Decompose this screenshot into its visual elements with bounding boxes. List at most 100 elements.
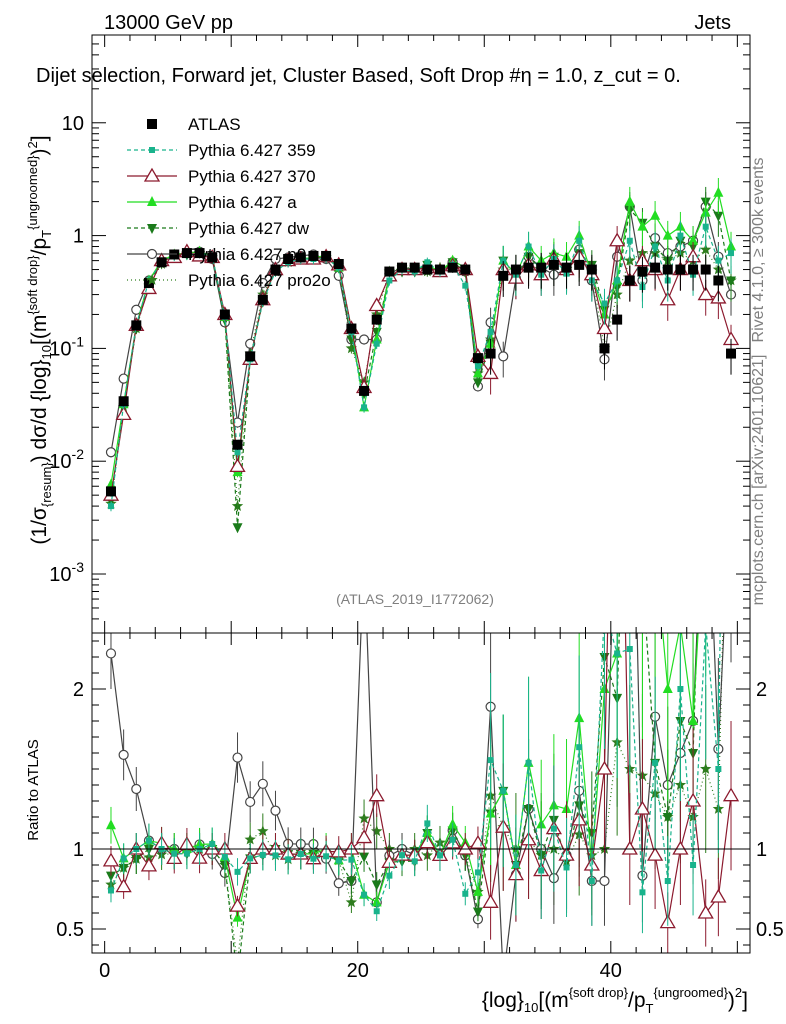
legend-label: Pythia 6.427 359 bbox=[188, 141, 316, 160]
data-point bbox=[232, 523, 243, 534]
data-point bbox=[586, 264, 597, 275]
data-point bbox=[424, 259, 431, 266]
ratio-point bbox=[576, 744, 583, 751]
ratio-point bbox=[499, 974, 508, 983]
ratio-point bbox=[335, 857, 342, 864]
ratio-point bbox=[512, 862, 519, 868]
ratio-point bbox=[675, 619, 685, 629]
data-point bbox=[232, 439, 243, 450]
data-point bbox=[624, 275, 635, 286]
ratio-point bbox=[171, 850, 178, 857]
ratio-point bbox=[259, 851, 266, 858]
data-point bbox=[371, 327, 382, 338]
ratio-point bbox=[487, 757, 494, 764]
ratio-point bbox=[118, 749, 129, 760]
ratio-line bbox=[110, 633, 699, 918]
data-point bbox=[525, 243, 532, 250]
data-point bbox=[472, 378, 483, 389]
legend-label: Pythia 6.427 pro2o bbox=[188, 271, 331, 290]
ratio-point bbox=[355, 829, 373, 844]
data-point bbox=[498, 351, 509, 362]
ratio-point bbox=[701, 365, 711, 375]
data-point bbox=[231, 500, 244, 511]
ratio-point bbox=[424, 820, 431, 827]
data-point bbox=[371, 314, 382, 325]
ratio-point bbox=[662, 683, 673, 693]
data-point bbox=[536, 262, 547, 273]
ratio-point bbox=[105, 871, 116, 882]
data-point bbox=[156, 257, 167, 268]
data-point bbox=[422, 264, 433, 275]
data-point bbox=[523, 262, 534, 273]
legend-marker bbox=[147, 196, 157, 206]
ratio-point bbox=[713, 405, 723, 415]
data-point bbox=[371, 308, 383, 320]
ratio-point bbox=[272, 852, 279, 859]
ratio-point bbox=[626, 646, 633, 652]
data-point bbox=[358, 334, 370, 345]
ratio-point bbox=[120, 855, 127, 862]
ratio-point bbox=[145, 837, 152, 844]
ratio-point bbox=[107, 887, 114, 894]
ratio-tick-label: 1 bbox=[73, 839, 84, 861]
ratio-point bbox=[232, 752, 243, 763]
data-point bbox=[688, 234, 699, 245]
data-point bbox=[601, 300, 608, 307]
data-point bbox=[713, 275, 724, 286]
data-point bbox=[626, 237, 633, 244]
data-point bbox=[614, 277, 621, 284]
data-point bbox=[118, 396, 129, 407]
ratio-point bbox=[457, 840, 474, 855]
ratio-tick-label: 1 bbox=[756, 839, 767, 861]
legend-marker bbox=[147, 119, 157, 129]
ratio-point bbox=[727, 471, 736, 480]
ratio-point bbox=[690, 862, 697, 868]
series-line bbox=[110, 204, 732, 453]
data-point bbox=[181, 248, 192, 259]
ratio-point bbox=[625, 325, 635, 335]
x-axis-label: {log}10[(m{soft drop}/pT{ungroomed})2] bbox=[482, 985, 748, 1016]
ratio-point bbox=[472, 885, 483, 896]
chart-title: Dijet selection, Forward jet, Cluster Ba… bbox=[36, 65, 681, 87]
ratio-point bbox=[323, 853, 330, 860]
data-point bbox=[576, 237, 583, 244]
data-point bbox=[561, 262, 572, 273]
ratio-line bbox=[110, 633, 732, 923]
ratio-point bbox=[637, 572, 647, 582]
ratio-point bbox=[229, 897, 246, 912]
data-point bbox=[700, 243, 712, 255]
data-point bbox=[500, 257, 507, 264]
ratio-point bbox=[358, 812, 370, 824]
data-point bbox=[548, 259, 559, 270]
y-tick-label: 10-2 bbox=[49, 446, 84, 473]
ratio-point bbox=[399, 852, 406, 859]
data-point bbox=[270, 264, 281, 275]
watermark: (ATLAS_2019_I1772062) bbox=[336, 591, 494, 607]
data-point bbox=[115, 406, 132, 421]
data-point bbox=[257, 277, 268, 289]
legend-marker bbox=[147, 224, 157, 234]
ratio-point bbox=[474, 869, 481, 876]
ratio-point bbox=[462, 890, 469, 897]
legend-marker bbox=[146, 248, 158, 260]
ratio-point bbox=[710, 888, 727, 903]
ratio-point bbox=[588, 878, 595, 884]
data-point bbox=[713, 186, 724, 197]
ratio-point bbox=[701, 491, 711, 501]
ratio-point bbox=[285, 856, 292, 863]
data-point bbox=[229, 458, 246, 473]
ratio-point bbox=[247, 855, 254, 862]
ratio-point bbox=[672, 840, 689, 855]
data-point bbox=[333, 258, 344, 269]
data-point bbox=[675, 264, 686, 275]
data-point bbox=[308, 250, 319, 261]
ratio-point bbox=[257, 778, 268, 789]
legend-label: Pythia 6.427 p0 bbox=[188, 245, 306, 264]
data-point bbox=[131, 320, 142, 331]
data-point bbox=[662, 264, 673, 275]
ratio-point bbox=[245, 796, 256, 808]
ratio-point bbox=[525, 759, 532, 766]
rivet-label: Rivet 4.1.0, ≥ 300k events bbox=[750, 158, 767, 343]
ratio-point bbox=[140, 857, 158, 872]
ratio-point bbox=[634, 800, 651, 815]
